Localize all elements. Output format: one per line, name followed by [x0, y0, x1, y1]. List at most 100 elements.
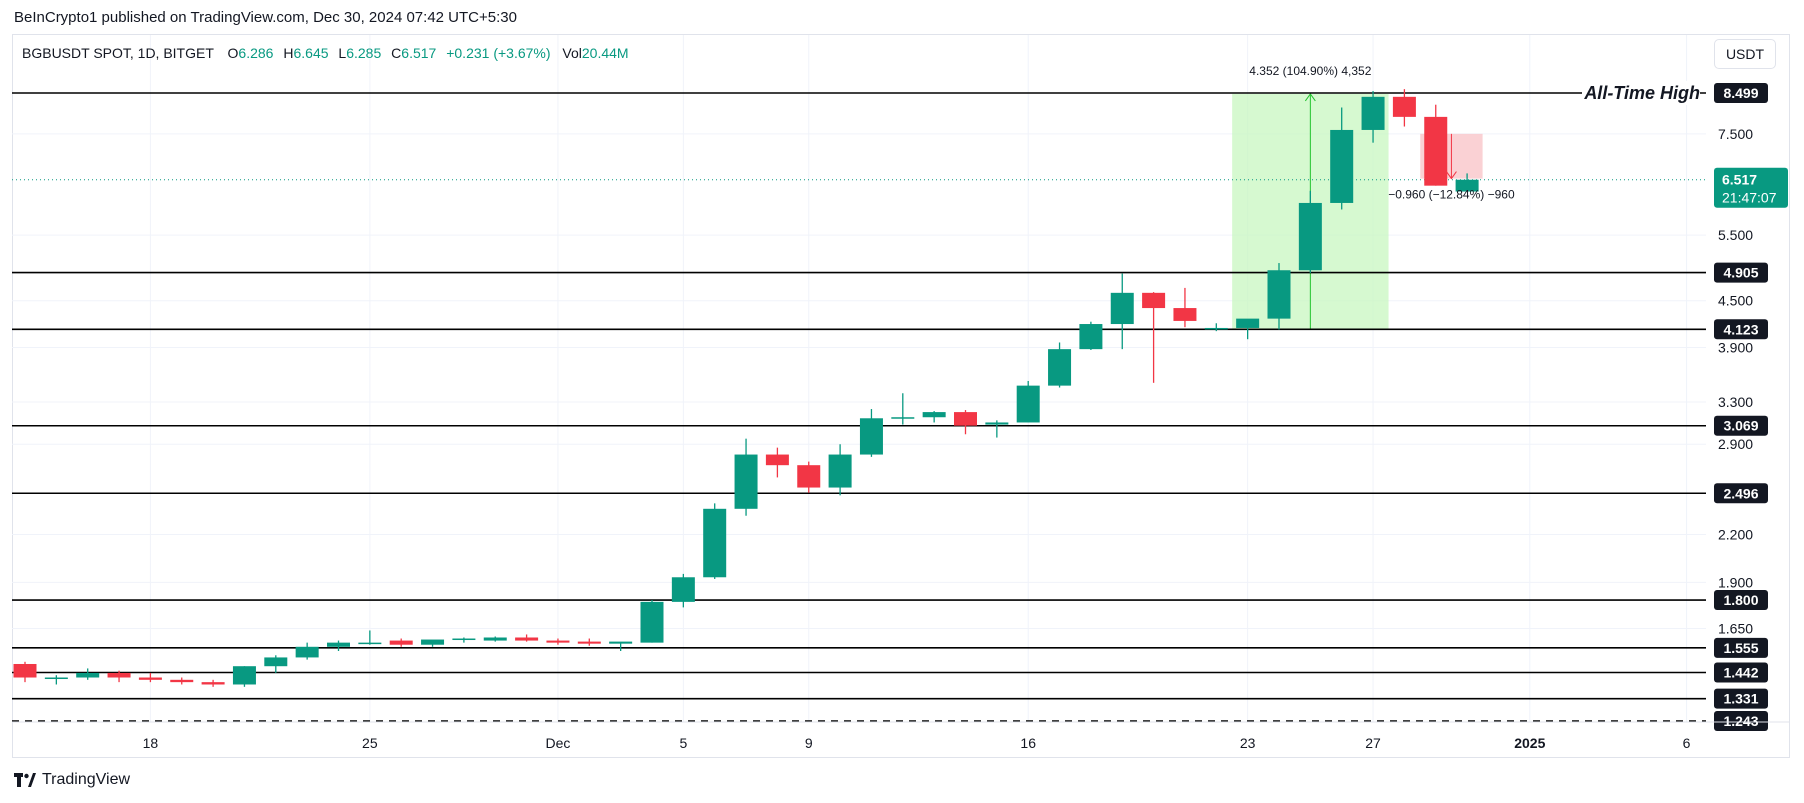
candle-body-3 [107, 672, 131, 678]
current-price-label: 6.517 [1722, 172, 1757, 188]
x-tick-label-3: 5 [679, 735, 687, 751]
y-tick-label-1: 5.500 [1718, 227, 1753, 243]
legend-close-label: C [391, 45, 402, 61]
candle-body-44 [1392, 96, 1416, 117]
candle-body-0 [13, 663, 37, 678]
legend-open-label: O [227, 45, 239, 61]
candle-16 [515, 634, 539, 642]
candle-body-23 [734, 454, 758, 509]
grid-group [12, 35, 1706, 722]
candle-17 [546, 638, 570, 645]
candle-body-22 [703, 508, 727, 578]
candle-22 [703, 503, 727, 579]
candle-41 [1298, 190, 1322, 273]
candle-42 [1330, 107, 1354, 210]
candle-9 [295, 642, 319, 660]
candle-body-1 [44, 677, 68, 680]
level-badge-bg-3 [1714, 415, 1768, 436]
candle-4 [138, 672, 162, 683]
level-badge-2: 4.123 [1714, 319, 1768, 340]
level-badge-bg-4 [1714, 483, 1768, 504]
candle-body-34 [1079, 324, 1103, 350]
candle-body-20 [640, 601, 664, 643]
candle-body-29 [922, 412, 946, 418]
tradingview-logo-icon [14, 773, 36, 787]
candle-body-46 [1455, 179, 1479, 192]
candle-27 [859, 409, 883, 457]
candle-body-39 [1236, 318, 1260, 328]
legend-high: 6.645 [293, 45, 329, 61]
footer-brand[interactable]: TradingView [14, 771, 130, 789]
candle-body-36 [1142, 292, 1166, 309]
ath-annotation-bg [1582, 81, 1700, 105]
candle-body-21 [671, 577, 695, 602]
y-tick-label-7: 1.900 [1718, 574, 1753, 590]
level-badge-5: 1.800 [1714, 590, 1768, 611]
candle-body-43 [1361, 96, 1385, 130]
candle-35 [1110, 273, 1134, 350]
candle-25 [797, 461, 821, 493]
candle-body-16 [515, 637, 539, 641]
level-badge-bg-5 [1714, 590, 1768, 611]
candle-38 [1204, 323, 1228, 332]
candle-8 [264, 655, 288, 673]
candle-36 [1142, 292, 1166, 383]
measure-arrowhead-0 [1304, 93, 1316, 102]
candle-body-25 [797, 465, 821, 488]
y-tick-label-3: 3.900 [1718, 339, 1753, 355]
level-badge-bg-2 [1714, 319, 1768, 340]
level-badge-3: 3.069 [1714, 415, 1768, 436]
x-tick-label-8: 2025 [1514, 735, 1545, 751]
x-tick-label-5: 16 [1020, 735, 1036, 751]
footer-brand-label: TradingView [42, 771, 131, 788]
x-tick-label-7: 27 [1365, 735, 1381, 751]
legend-vol-label: Vol [562, 45, 582, 61]
candle-3 [107, 670, 131, 683]
level-badge-bg-8 [1714, 688, 1768, 709]
legend-low: 6.285 [346, 45, 382, 61]
ath-annotation: All-Time High [1583, 83, 1700, 103]
level-badge-7: 1.442 [1714, 662, 1768, 683]
candle-44 [1392, 89, 1416, 127]
level-badge-label-4: 2.496 [1723, 485, 1758, 501]
measure-label-1: −0.960 (−12.84%) −960 [1388, 188, 1515, 202]
candle-37 [1173, 287, 1197, 328]
candle-body-6 [201, 682, 225, 685]
candle-7 [232, 666, 256, 687]
candle-body-38 [1204, 327, 1228, 330]
countdown-label: 21:47:07 [1722, 190, 1777, 206]
candle-12 [389, 638, 413, 647]
legend-symbol[interactable]: BGBUSDT SPOT, 1D, BITGET [22, 45, 214, 61]
candle-31 [985, 420, 1009, 438]
x-tick-label-4: 9 [805, 735, 813, 751]
candle-body-15 [483, 637, 507, 641]
chart-frame[interactable] [12, 34, 1790, 758]
measure-arrowhead-1 [1446, 171, 1457, 180]
candle-body-4 [138, 677, 162, 680]
candle-body-17 [546, 640, 570, 643]
candle-body-31 [985, 422, 1009, 425]
current-price-badge: 6.517 21:47:07 [1714, 167, 1788, 208]
candle-body-33 [1048, 349, 1072, 386]
level-badge-label-8: 1.331 [1723, 691, 1758, 707]
candle-40 [1267, 263, 1291, 330]
candle-body-5 [170, 679, 194, 683]
legend: BGBUSDT SPOT, 1D, BITGET O6.286 H6.645 L… [22, 45, 629, 61]
legend-change: +0.231 (+3.67%) [446, 45, 551, 61]
candle-26 [828, 444, 852, 496]
legend-low-label: L [338, 45, 347, 61]
candle-body-35 [1110, 292, 1134, 325]
currency-button[interactable]: USDT [1714, 39, 1776, 69]
y-tick-label-6: 2.200 [1718, 526, 1753, 542]
level-badge-bg-6 [1714, 637, 1768, 658]
candle-2 [76, 668, 100, 680]
candle-32 [1016, 380, 1040, 423]
candle-14 [452, 637, 476, 643]
candle-0 [13, 661, 37, 683]
candle-body-30 [954, 412, 977, 426]
candle-5 [170, 677, 194, 685]
y-tick-label-5: 2.900 [1718, 436, 1753, 452]
candle-body-12 [389, 640, 413, 645]
publish-line: BeInCrypto1 published on TradingView.com… [14, 9, 517, 26]
